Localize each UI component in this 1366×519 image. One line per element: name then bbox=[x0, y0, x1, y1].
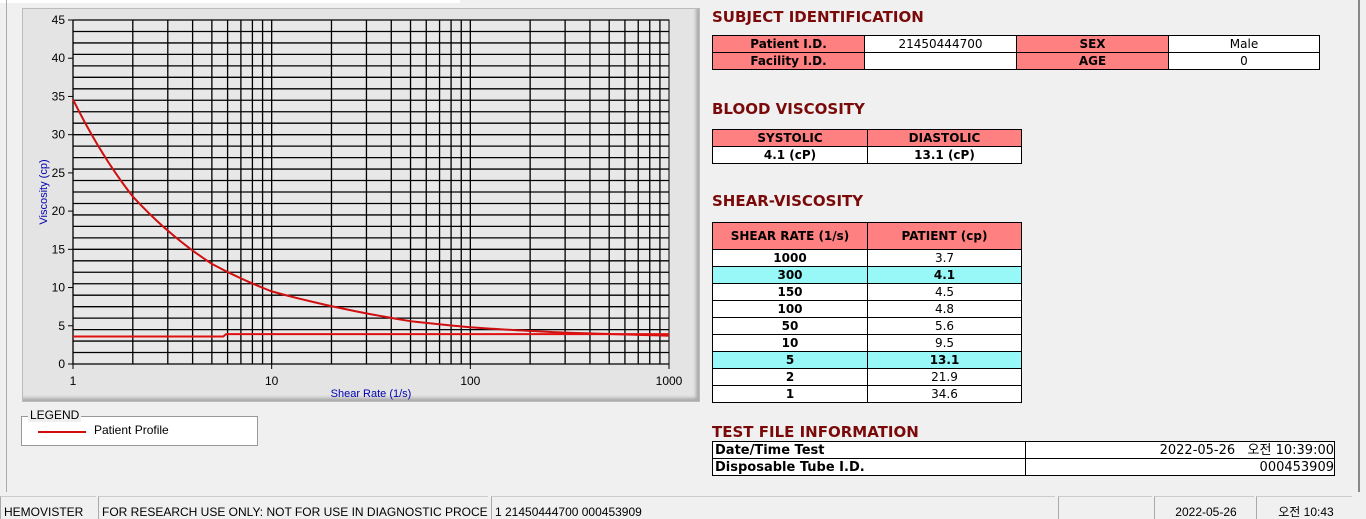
shear-row: 5 13.1 bbox=[712, 351, 1022, 369]
shear-viscosity-table: SHEAR RATE (1/s) PATIENT (cp) 1000 3.7 300 4… bbox=[712, 222, 1022, 403]
shear-row: 1 34.6 bbox=[712, 385, 1022, 403]
shear-rate-cell: 5 bbox=[712, 351, 868, 369]
shear-row: 1000 3.7 bbox=[712, 249, 1022, 267]
y-tick-label: 30 bbox=[52, 128, 66, 142]
status-blank bbox=[1058, 496, 1152, 519]
shear-rate-cell: 2 bbox=[712, 368, 868, 386]
status-app: HEMOVISTER bbox=[0, 496, 96, 519]
legend-title: LEGEND bbox=[28, 408, 82, 422]
shear-row: 2 21.9 bbox=[712, 368, 1022, 386]
tube-id-value: 000453909 bbox=[1025, 458, 1335, 476]
shear-rate-cell: 1 bbox=[712, 385, 868, 403]
patient-cell: 9.5 bbox=[867, 334, 1022, 352]
shear-row: 100 4.8 bbox=[712, 300, 1022, 318]
chart-svg: 0 5 10 15 20 25 30 35 40 45 1 10 100 1000 Shear Rate (… bbox=[38, 13, 683, 400]
subject-table: Patient I.D. 21450444700 SEX Male Facility … bbox=[712, 35, 1320, 70]
y-tick-label: 15 bbox=[52, 242, 66, 256]
patient-header: PATIENT (cp) bbox=[867, 222, 1022, 250]
y-tick-label: 45 bbox=[52, 13, 66, 27]
patient-cell: 4.8 bbox=[867, 300, 1022, 318]
sex-value: Male bbox=[1168, 35, 1320, 53]
shear-row: 300 4.1 bbox=[712, 266, 1022, 284]
x-tick-label: 1000 bbox=[656, 374, 683, 388]
viscosity-chart: 0 5 10 15 20 25 30 35 40 45 1 10 100 1000 Shear Rate (… bbox=[22, 8, 700, 402]
shear-rate-cell: 10 bbox=[712, 334, 868, 352]
test-file-title: TEST FILE INFORMATION bbox=[712, 423, 919, 441]
status-bar: HEMOVISTER FOR RESEARCH USE ONLY: NOT FO… bbox=[0, 496, 1366, 519]
patient-id-label: Patient I.D. bbox=[712, 35, 865, 53]
y-tick-label: 35 bbox=[52, 89, 66, 103]
date-time-value: 2022-05-26 오전 10:39:00 bbox=[1025, 441, 1335, 459]
test-file-table: Date/Time Test 2022-05-26 오전 10:39:00 Dis… bbox=[712, 441, 1335, 476]
shear-row: 50 5.6 bbox=[712, 317, 1022, 335]
shear-rate-cell: 50 bbox=[712, 317, 868, 335]
shear-rate-cell: 150 bbox=[712, 283, 868, 301]
shear-rate-cell: 100 bbox=[712, 300, 868, 318]
systolic-label: SYSTOLIC bbox=[712, 129, 868, 147]
subject-title: SUBJECT IDENTIFICATION bbox=[712, 8, 924, 26]
legend-line-swatch bbox=[38, 431, 86, 433]
shear-row: 150 4.5 bbox=[712, 283, 1022, 301]
status-notice: FOR RESEARCH USE ONLY: NOT FOR USE IN DI… bbox=[98, 496, 488, 519]
y-tick-label: 10 bbox=[52, 281, 66, 295]
legend-box: LEGEND Patient Profile bbox=[21, 408, 258, 446]
window-right-border bbox=[1358, 0, 1360, 492]
tube-id-label: Disposable Tube I.D. bbox=[712, 458, 1026, 476]
patient-cell: 34.6 bbox=[867, 385, 1022, 403]
x-tick-label: 100 bbox=[460, 374, 480, 388]
series-line-1 bbox=[72, 99, 670, 337]
patient-id-value: 21450444700 bbox=[864, 35, 1017, 53]
patient-cell: 3.7 bbox=[867, 249, 1022, 267]
date-time-label: Date/Time Test bbox=[712, 441, 1026, 459]
patient-cell: 21.9 bbox=[867, 368, 1022, 386]
patient-cell: 13.1 bbox=[867, 351, 1022, 369]
age-label: AGE bbox=[1016, 52, 1169, 70]
patient-cell: 4.5 bbox=[867, 283, 1022, 301]
diastolic-label: DIASTOLIC bbox=[867, 129, 1022, 147]
status-record: 1 21450444700 000453909 bbox=[491, 496, 1055, 519]
shear-rate-header: SHEAR RATE (1/s) bbox=[712, 222, 868, 250]
y-tick-label: 40 bbox=[52, 51, 66, 65]
y-tick-label: 5 bbox=[58, 319, 65, 333]
y-tick-label: 25 bbox=[52, 166, 66, 180]
status-time: 오전 10:43 bbox=[1256, 496, 1352, 519]
series-line-2 bbox=[73, 333, 669, 338]
shear-row: 10 9.5 bbox=[712, 334, 1022, 352]
diastolic-value: 13.1 (cP) bbox=[867, 146, 1022, 164]
age-value: 0 bbox=[1168, 52, 1320, 70]
legend-item-label: Patient Profile bbox=[94, 423, 169, 437]
top-strip bbox=[0, 0, 460, 3]
patient-cell: 4.1 bbox=[867, 266, 1022, 284]
facility-id-value bbox=[864, 52, 1017, 70]
y-axis-label: Viscosity (cp) bbox=[38, 159, 50, 224]
systolic-value: 4.1 (cP) bbox=[712, 146, 868, 164]
status-date: 2022-05-26 bbox=[1154, 496, 1254, 519]
blood-viscosity-title: BLOOD VISCOSITY bbox=[712, 100, 865, 118]
sex-label: SEX bbox=[1016, 35, 1169, 53]
facility-id-label: Facility I.D. bbox=[712, 52, 865, 70]
y-tick-label: 0 bbox=[58, 357, 65, 371]
left-border bbox=[6, 0, 7, 492]
blood-viscosity-table: SYSTOLIC DIASTOLIC 4.1 (cP) 13.1 (cP) bbox=[712, 129, 1022, 164]
x-tick-label: 10 bbox=[265, 374, 279, 388]
shear-viscosity-title: SHEAR-VISCOSITY bbox=[712, 192, 864, 210]
y-tick-label: 20 bbox=[52, 204, 66, 218]
patient-cell: 5.6 bbox=[867, 317, 1022, 335]
x-axis-label: Shear Rate (1/s) bbox=[331, 388, 412, 400]
x-tick-label: 1 bbox=[70, 374, 77, 388]
shear-rate-cell: 300 bbox=[712, 266, 868, 284]
shear-rate-cell: 1000 bbox=[712, 249, 868, 267]
